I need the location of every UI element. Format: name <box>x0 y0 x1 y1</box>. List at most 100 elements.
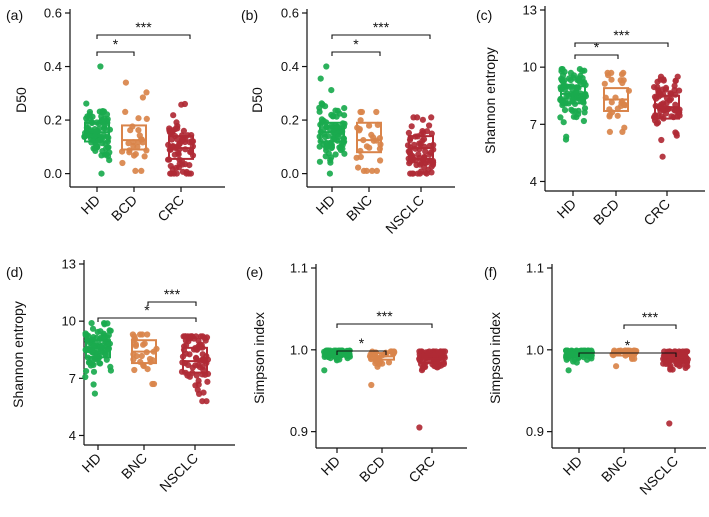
data-point <box>414 114 421 121</box>
data-point <box>573 359 580 366</box>
data-point <box>618 71 626 78</box>
significance-bracket <box>97 317 197 322</box>
category-label: BNC <box>343 192 375 224</box>
panel-label: (a) <box>6 7 23 23</box>
significance-bracket <box>578 352 677 357</box>
y-tick-label: 10 <box>62 314 76 329</box>
data-point <box>424 128 431 135</box>
data-point <box>135 127 142 134</box>
data-point <box>119 159 126 167</box>
y-axis-title: Shannon entropy <box>10 301 26 408</box>
data-point <box>656 89 663 96</box>
significance-label: * <box>625 337 631 353</box>
significance-bracket <box>336 350 387 355</box>
significance-label: *** <box>642 309 659 325</box>
data-point <box>663 95 671 102</box>
significance-label: * <box>594 39 600 55</box>
data-point <box>316 108 323 115</box>
category-label: HD <box>312 192 338 218</box>
data-point <box>565 367 572 374</box>
data-point <box>204 378 211 385</box>
data-point <box>132 342 139 349</box>
data-point <box>357 117 364 124</box>
category-label: HD <box>317 453 343 479</box>
data-point <box>168 136 175 143</box>
y-axis-title: Shannon entropy <box>482 47 498 154</box>
data-point <box>575 75 583 82</box>
significance-bracket <box>96 34 191 39</box>
data-point <box>671 87 678 94</box>
data-point <box>557 114 564 121</box>
y-tick-label: 13 <box>523 3 537 18</box>
significance-bracket <box>574 54 619 59</box>
data-point <box>614 112 621 119</box>
data-point <box>604 69 611 76</box>
data-point <box>89 113 96 120</box>
data-point <box>136 132 143 139</box>
data-point <box>98 170 105 177</box>
data-point <box>192 362 199 369</box>
category-label: CRC <box>405 453 438 486</box>
significance-label: *** <box>376 308 393 324</box>
data-point <box>613 363 620 370</box>
data-point <box>663 100 670 107</box>
data-point <box>129 331 136 338</box>
data-point <box>198 341 205 349</box>
data-point <box>561 107 569 114</box>
data-point <box>621 124 628 131</box>
data-point <box>137 331 144 338</box>
data-point <box>82 373 89 381</box>
data-point <box>97 63 104 70</box>
data-point <box>173 170 180 177</box>
category-label: CRC <box>640 196 673 229</box>
data-point <box>581 105 589 112</box>
data-point <box>409 153 416 160</box>
data-point <box>179 137 186 144</box>
data-point <box>170 112 177 119</box>
data-point <box>368 131 375 138</box>
y-tick-label: 0.0 <box>44 166 62 181</box>
data-point <box>106 149 113 156</box>
data-point <box>179 161 186 168</box>
data-point <box>141 153 148 160</box>
data-point <box>618 102 625 109</box>
data-point <box>135 115 142 122</box>
data-point <box>606 113 613 120</box>
data-point <box>385 359 393 366</box>
data-point <box>570 72 578 79</box>
data-point <box>186 162 193 169</box>
data-point <box>341 150 348 157</box>
y-tick-label: 1.1 <box>290 261 308 276</box>
data-point <box>131 366 138 374</box>
data-point <box>104 320 111 327</box>
data-point <box>332 151 339 158</box>
data-point <box>83 331 90 338</box>
significance-bracket <box>147 301 197 306</box>
data-point <box>654 119 662 126</box>
category-label: HD <box>77 192 103 218</box>
significance-bracket <box>331 51 381 56</box>
significance-label: * <box>113 36 119 52</box>
data-point <box>181 333 189 340</box>
data-point <box>608 99 615 106</box>
data-point <box>409 170 416 177</box>
data-point <box>560 79 567 87</box>
data-point <box>660 76 667 83</box>
category-label: HD <box>78 450 104 476</box>
significance-bracket <box>574 42 669 47</box>
data-point <box>441 348 449 355</box>
data-point <box>572 108 579 115</box>
data-point <box>328 87 335 94</box>
y-tick-label: 0.4 <box>281 59 299 74</box>
data-point <box>672 129 679 136</box>
data-point <box>317 75 324 82</box>
data-point <box>199 351 206 358</box>
significance-label: * <box>359 335 365 351</box>
data-point <box>125 140 132 147</box>
data-point <box>140 341 147 348</box>
data-point <box>424 159 431 166</box>
data-point <box>90 381 97 388</box>
